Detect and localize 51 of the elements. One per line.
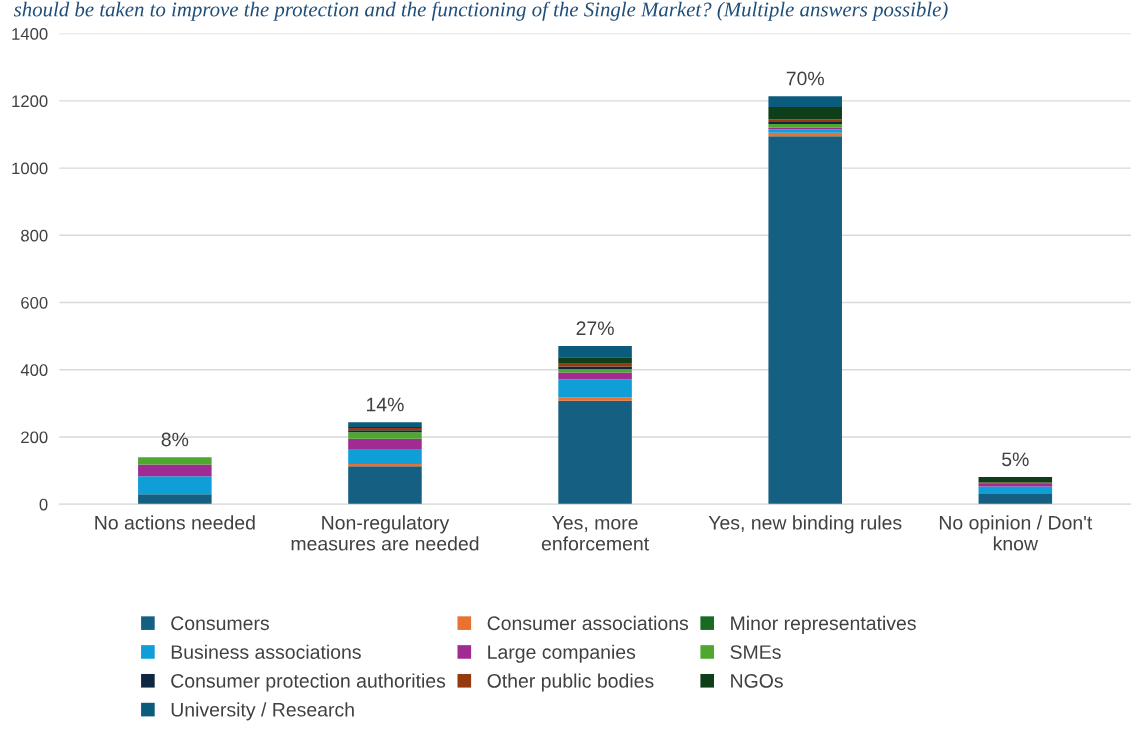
chart-title: should be taken to improve the protection and the functioning of the Single Market? (Multiple answers possible) bbox=[13, 1, 948, 21]
bar bbox=[348, 432, 422, 439]
y-tick-label: 0 bbox=[39, 498, 48, 511]
bar bbox=[348, 438, 422, 450]
bar bbox=[558, 345, 632, 358]
bar bbox=[768, 136, 842, 505]
bar bbox=[768, 132, 842, 137]
legend-label: Other public bodies bbox=[487, 673, 654, 692]
bar bbox=[978, 486, 1053, 494]
y-tick-label: 800 bbox=[21, 229, 48, 242]
bar bbox=[978, 477, 1053, 483]
bar bbox=[558, 379, 632, 398]
bar bbox=[558, 372, 632, 380]
annotation: 14% bbox=[366, 397, 404, 412]
bar bbox=[138, 457, 212, 465]
bar bbox=[348, 466, 422, 505]
y-tick-label: 1000 bbox=[12, 162, 48, 175]
bar bbox=[348, 449, 422, 464]
x-tick-label: Yes, more enforcement bbox=[541, 516, 649, 551]
legend-label: NGOs bbox=[731, 674, 783, 688]
legend-label: University / Research bbox=[171, 702, 354, 721]
legend-label: Minor representatives bbox=[731, 615, 916, 634]
x-tick-label: Non-regulatory measures are needed bbox=[291, 515, 479, 551]
annotation: 70% bbox=[786, 71, 824, 86]
annotation: 5% bbox=[1002, 452, 1029, 467]
bar bbox=[138, 464, 212, 477]
y-tick-label: 600 bbox=[21, 296, 48, 309]
y-tick-label: 400 bbox=[20, 364, 48, 376]
y-tick-label: 1200 bbox=[12, 95, 48, 108]
y-tick-label: 200 bbox=[21, 431, 48, 444]
x-tick-label: Yes, new binding rules bbox=[708, 515, 902, 534]
x-tick-label: No opinion / Don't know bbox=[939, 515, 1093, 551]
legend-label: Business associations bbox=[171, 644, 361, 659]
y-tick-label: 1400 bbox=[12, 28, 48, 40]
legend-label: Consumer associations bbox=[487, 615, 689, 631]
bar bbox=[978, 493, 1053, 505]
annotation: 27% bbox=[576, 321, 614, 336]
legend-label: Consumer protection authorities bbox=[171, 673, 446, 692]
bar bbox=[768, 96, 842, 107]
bar bbox=[558, 397, 632, 401]
legend-label: Consumers bbox=[171, 616, 269, 631]
bar bbox=[558, 400, 632, 505]
legend-label: Large companies bbox=[488, 644, 636, 663]
bar bbox=[138, 494, 212, 505]
bar bbox=[348, 422, 422, 427]
annotation: 8% bbox=[161, 432, 189, 447]
legend-label: SMEs bbox=[730, 645, 781, 659]
x-tick-label: No actions needed bbox=[95, 515, 255, 530]
bar bbox=[558, 357, 632, 364]
bar bbox=[768, 106, 842, 120]
bar bbox=[138, 476, 212, 495]
